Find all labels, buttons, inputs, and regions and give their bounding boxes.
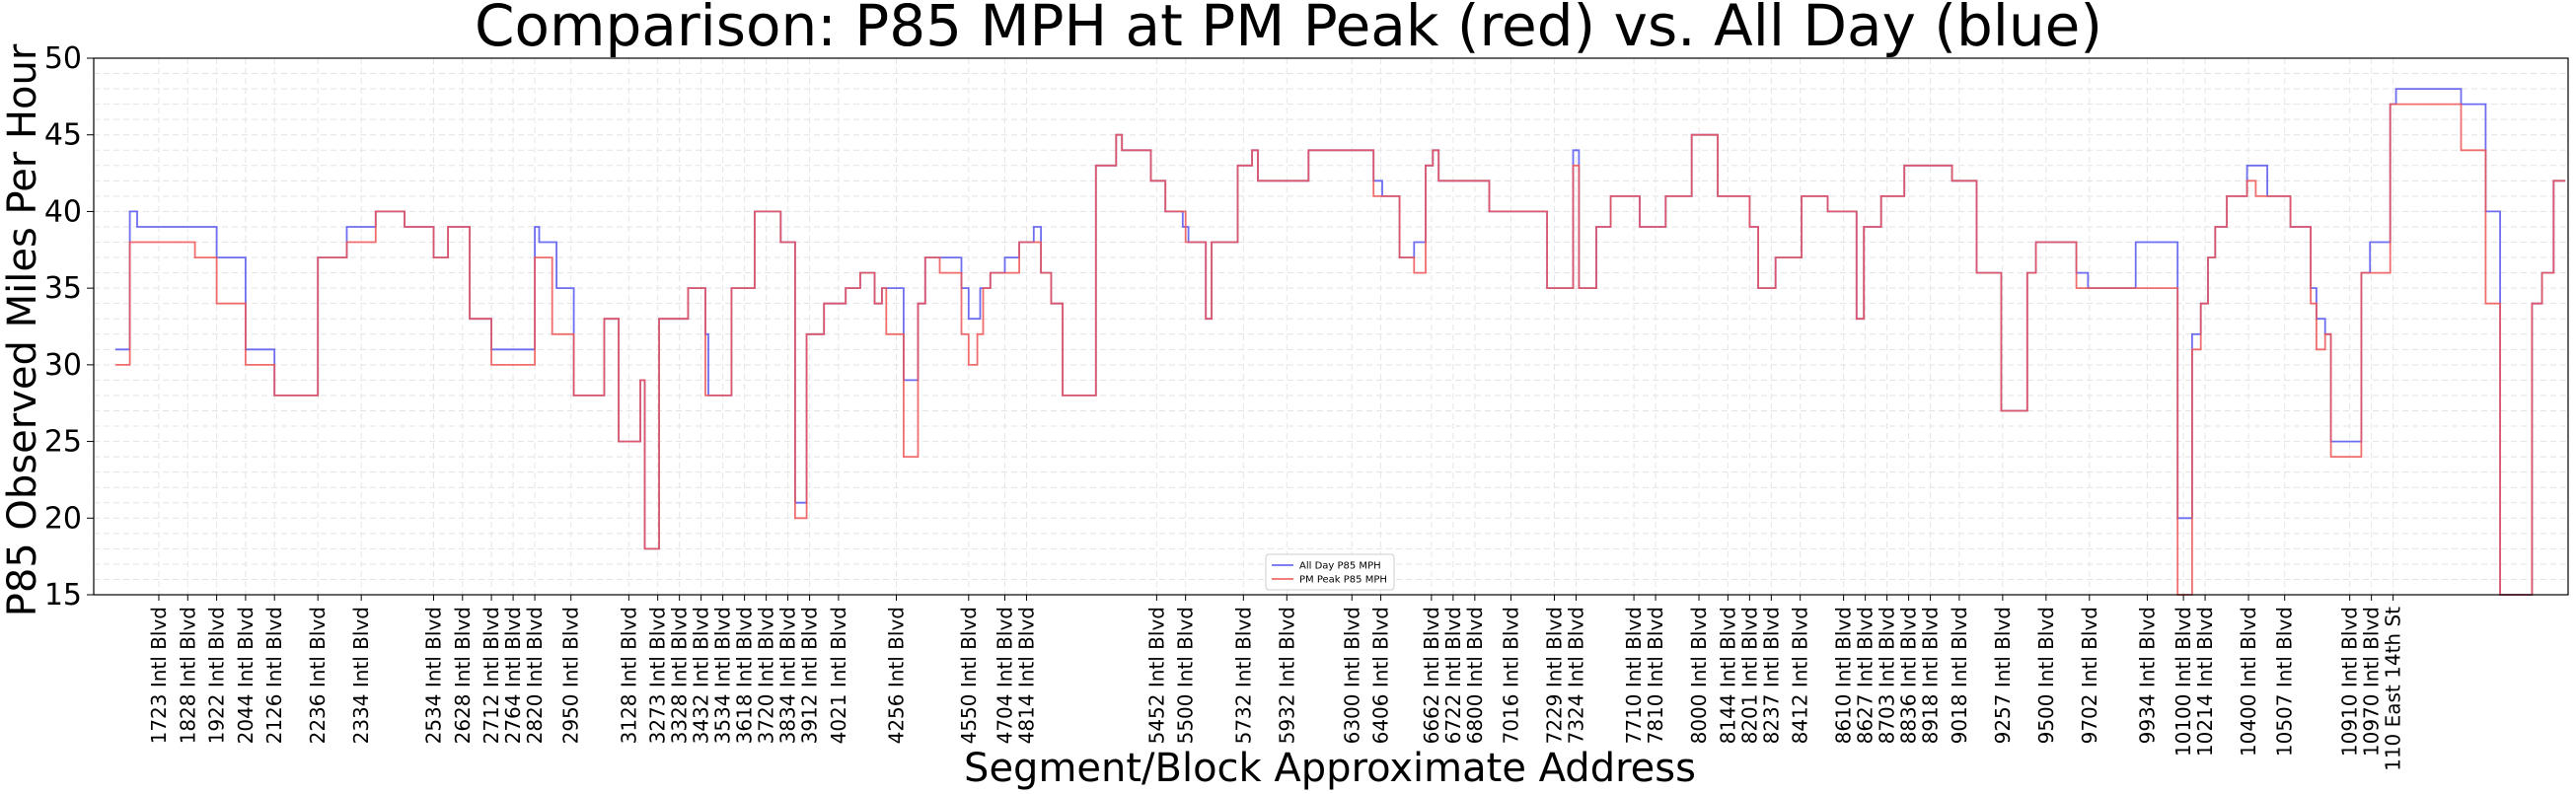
series-line-all-day — [115, 88, 2566, 596]
x-tick-label: 3273 Intl Blvd — [646, 607, 670, 744]
x-tick-label: 8918 Intl Blvd — [1919, 607, 1943, 744]
x-tick-label: 8412 Intl Blvd — [1789, 607, 1812, 744]
x-tick-label: 4021 Intl Blvd — [827, 607, 850, 744]
x-tick-label: 7016 Intl Blvd — [1500, 607, 1523, 744]
x-tick-label: 2334 Intl Blvd — [349, 607, 373, 744]
x-tick-label: 7710 Intl Blvd — [1622, 607, 1646, 744]
legend-box — [1265, 553, 1395, 591]
x-tick-label: 4550 Intl Blvd — [957, 607, 981, 744]
x-tick-label: 5500 Intl Blvd — [1174, 607, 1198, 744]
x-tick-label: 4704 Intl Blvd — [994, 607, 1017, 744]
x-tick-label: 3720 Intl Blvd — [755, 607, 778, 744]
x-tick-label: 10910 Intl Blvd — [2338, 607, 2362, 757]
x-tick-label: 9702 Intl Blvd — [2078, 607, 2101, 744]
x-tick-label: 1828 Intl Blvd — [176, 607, 199, 744]
x-tick-label: 2044 Intl Blvd — [234, 607, 258, 744]
x-tick-label: 3534 Intl Blvd — [711, 607, 735, 744]
x-tick-label: 3328 Intl Blvd — [668, 607, 692, 744]
y-tick-label: 15 — [44, 578, 82, 613]
x-tick-label: 2950 Intl Blvd — [559, 607, 583, 744]
x-tick-label: 1723 Intl Blvd — [147, 607, 171, 744]
x-tick-label: 8201 Intl Blvd — [1737, 607, 1761, 744]
x-tick-label: 4256 Intl Blvd — [885, 607, 909, 744]
x-tick-label: 2126 Intl Blvd — [262, 607, 286, 744]
y-tick-label: 25 — [44, 425, 82, 460]
x-tick-label: 5732 Intl Blvd — [1231, 607, 1255, 744]
x-tick-label: 8000 Intl Blvd — [1687, 607, 1711, 744]
x-tick-label: 5932 Intl Blvd — [1275, 607, 1298, 744]
x-tick-label: 6406 Intl Blvd — [1369, 607, 1393, 744]
x-tick-label: 8237 Intl Blvd — [1759, 607, 1783, 744]
x-tick-label: 4814 Intl Blvd — [1014, 607, 1038, 744]
x-tick-label: 8627 Intl Blvd — [1854, 607, 1877, 744]
y-tick-label: 20 — [44, 501, 82, 536]
x-tick-label: 6300 Intl Blvd — [1340, 607, 1363, 744]
x-tick-label: 3834 Intl Blvd — [776, 607, 800, 744]
x-tick-label: 3432 Intl Blvd — [690, 607, 713, 744]
x-tick-label: 5452 Intl Blvd — [1144, 607, 1168, 744]
chart-title: Comparison: P85 MPH at PM Peak (red) vs.… — [475, 0, 2102, 59]
x-tick-label: 10400 Intl Blvd — [2237, 607, 2260, 757]
x-tick-label: 9934 Intl Blvd — [2135, 607, 2159, 744]
y-tick-label: 35 — [44, 271, 82, 306]
y-tick-label: 30 — [44, 348, 82, 383]
x-tick-label: 8836 Intl Blvd — [1897, 607, 1921, 744]
series-layer — [115, 88, 2566, 596]
x-tick-label: 2764 Intl Blvd — [501, 607, 525, 744]
x-tick-label: 8144 Intl Blvd — [1716, 607, 1739, 744]
x-tick-label: 2712 Intl Blvd — [479, 607, 503, 744]
x-tick-label: 2628 Intl Blvd — [451, 607, 475, 744]
x-tick-label: 6722 Intl Blvd — [1441, 607, 1465, 744]
x-tick-label: 1922 Intl Blvd — [205, 607, 229, 744]
x-tick-label: 2820 Intl Blvd — [523, 607, 547, 744]
x-tick-label: 8610 Intl Blvd — [1832, 607, 1856, 744]
y-tick-label: 50 — [44, 41, 82, 76]
x-tick-label: 9018 Intl Blvd — [1948, 607, 1971, 744]
plot-frame — [93, 57, 2569, 596]
x-tick-label: 6662 Intl Blvd — [1420, 607, 1443, 744]
x-tick-label: 7229 Intl Blvd — [1543, 607, 1567, 744]
x-tick-label: 3128 Intl Blvd — [617, 607, 640, 744]
x-tick-label: 10970 Intl Blvd — [2360, 607, 2384, 757]
legend-label: PM Peak P85 MPH — [1299, 575, 1387, 586]
x-tick-label: 6800 Intl Blvd — [1463, 607, 1487, 744]
grid-lines — [94, 58, 2568, 595]
x-tick-label: 3618 Intl Blvd — [733, 607, 757, 744]
legend-label: All Day P85 MPH — [1299, 561, 1381, 572]
x-tick-label: 110 East 14th St — [2382, 607, 2405, 771]
x-tick-label: 10507 Intl Blvd — [2273, 607, 2297, 757]
y-tick-label: 45 — [44, 118, 82, 153]
x-tick-label: 10100 Intl Blvd — [2171, 607, 2195, 757]
y-axis-ticks: 15 20 25 30 35 40 45 50 — [44, 41, 94, 613]
x-tick-label: 3912 Intl Blvd — [798, 607, 822, 744]
x-tick-label: 8703 Intl Blvd — [1876, 607, 1899, 744]
x-axis-label: Segment/Block Approximate Address — [964, 746, 1696, 791]
x-tick-label: 10214 Intl Blvd — [2193, 607, 2217, 757]
y-tick-label: 40 — [44, 194, 82, 229]
x-tick-label: 7324 Intl Blvd — [1565, 607, 1588, 744]
x-tick-label: 9257 Intl Blvd — [1991, 607, 2015, 744]
x-tick-label: 2236 Intl Blvd — [306, 607, 330, 744]
y-axis-label: P85 Observed Miles Per Hour — [0, 43, 45, 616]
x-tick-label: 2534 Intl Blvd — [422, 607, 446, 744]
legend: All Day P85 MPH PM Peak P85 MPH — [1265, 553, 1395, 591]
x-tick-label: 9500 Intl Blvd — [2034, 607, 2058, 744]
x-axis-ticks: 1723 Intl Blvd 1828 Intl Blvd 1922 Intl Bl… — [147, 595, 2405, 771]
series-line-pm-peak — [115, 103, 2566, 596]
x-tick-label: 7810 Intl Blvd — [1644, 607, 1667, 744]
